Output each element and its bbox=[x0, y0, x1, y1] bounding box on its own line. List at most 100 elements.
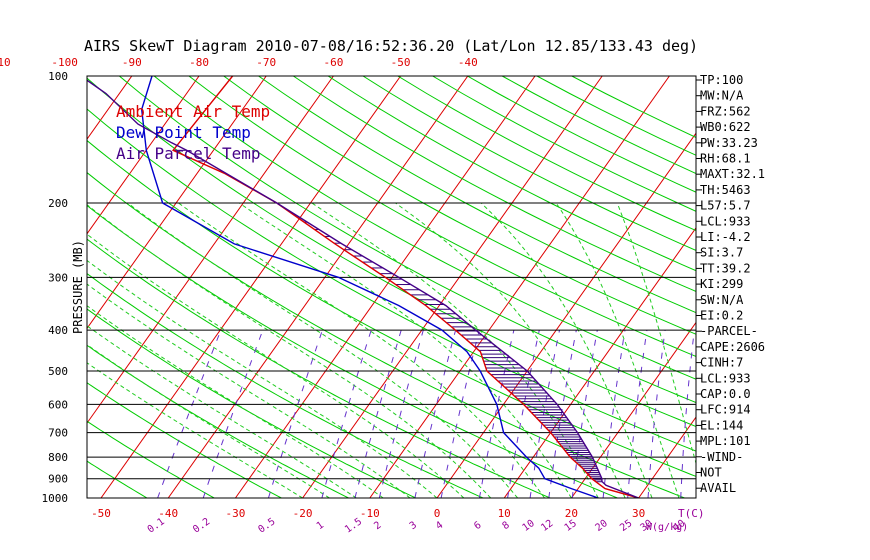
dry-adiabat-lines bbox=[0, 76, 696, 498]
mixing-ratio-lines bbox=[157, 329, 695, 498]
index-label: -PARCEL- bbox=[700, 324, 758, 338]
pressure-tick-label: 200 bbox=[48, 197, 68, 210]
plot-frame bbox=[86, 75, 697, 499]
mixing-ratio-tick-label: 25 bbox=[618, 518, 634, 534]
temp-axis-label: T(C) bbox=[678, 507, 705, 520]
mixing-ratio-tick-label: 4 bbox=[434, 520, 445, 532]
dry-adiabat-line bbox=[258, 76, 696, 314]
index-label: SI:3.7 bbox=[700, 246, 743, 260]
index-label: L57:5.7 bbox=[700, 199, 751, 213]
moist-adiabat-line bbox=[616, 202, 696, 466]
isotherm-line bbox=[773, 76, 870, 498]
top-tick-label: -50 bbox=[391, 56, 411, 69]
pressure-tick-label: 400 bbox=[48, 324, 68, 337]
mixing-ratio-axis-label: W(g/kg) bbox=[646, 522, 688, 533]
index-label: -WIND- bbox=[700, 450, 743, 464]
dry-adiabat-line bbox=[87, 204, 618, 498]
dry-adiabat-line bbox=[153, 76, 696, 380]
dry-adiabat-line bbox=[87, 77, 696, 428]
plot-border bbox=[86, 75, 697, 499]
mixing-ratio-tick-label: 12 bbox=[539, 518, 555, 534]
isotherm-line bbox=[302, 76, 603, 498]
dry-adiabat-line bbox=[223, 76, 696, 335]
index-label: NOT bbox=[700, 466, 722, 480]
legend-dew-point-temp: Dew Point Temp bbox=[116, 123, 251, 142]
mixing-ratio-tick-label: 0.2 bbox=[191, 516, 212, 535]
profile-series bbox=[87, 76, 639, 498]
legend-ambient-air-temp: Ambient Air Temp bbox=[116, 102, 270, 121]
dry-adiabat-line bbox=[467, 76, 696, 193]
index-label: WB0:622 bbox=[700, 120, 751, 134]
mixing-ratio-tick-label: 3 bbox=[408, 520, 419, 532]
dry-adiabat-line bbox=[87, 420, 215, 498]
isotherm-line bbox=[234, 76, 536, 498]
mixing-ratio-tick-label: 2 bbox=[372, 520, 383, 532]
moist-adiabat-lines bbox=[87, 202, 696, 498]
dry-adiabat-line bbox=[87, 139, 696, 477]
isotherm-line bbox=[436, 132, 696, 498]
index-label: MW:N/A bbox=[700, 89, 744, 103]
top-tick-label: -70 bbox=[256, 56, 276, 69]
cape-hatch-area bbox=[173, 149, 603, 483]
index-label: RH:68.1 bbox=[700, 152, 751, 166]
pressure-tick-label: 300 bbox=[48, 271, 68, 284]
bottom-tick-label: -40 bbox=[158, 507, 178, 520]
index-label: TT:39.2 bbox=[700, 261, 751, 275]
index-label: PW:33.23 bbox=[700, 136, 758, 150]
pressure-tick-label: 500 bbox=[48, 365, 68, 378]
top-tick-label: -90 bbox=[122, 56, 142, 69]
mixing-ratio-line bbox=[157, 329, 222, 498]
dry-adiabat-line bbox=[87, 460, 148, 498]
mixing-ratio-tick-label: 8 bbox=[501, 520, 512, 532]
top-axis-ticks: -120-110-100-90-80-70-60-50-40 bbox=[0, 56, 478, 69]
index-label: TP:100 bbox=[700, 73, 743, 87]
moist-adiabat-line bbox=[87, 362, 303, 498]
index-label: TH:5463 bbox=[700, 183, 751, 197]
mixing-ratio-tick-label: 0.5 bbox=[256, 516, 277, 535]
pressure-tick-label: 600 bbox=[48, 398, 68, 411]
dry-adiabat-line bbox=[87, 308, 417, 498]
moist-adiabat-line bbox=[87, 233, 465, 498]
index-label: SW:N/A bbox=[700, 293, 744, 307]
mixing-ratio-tick-label: 6 bbox=[472, 520, 483, 532]
pressure-tick-label: 700 bbox=[48, 427, 68, 440]
dry-adiabat-line bbox=[0, 76, 13, 498]
dry-adiabat-line bbox=[87, 108, 696, 452]
bottom-tick-label: 20 bbox=[565, 507, 578, 520]
pressure-tick-label: 800 bbox=[48, 451, 68, 464]
isotherm-line bbox=[369, 76, 670, 498]
index-label: LCL:933 bbox=[700, 214, 751, 228]
top-tick-label: -40 bbox=[458, 56, 478, 69]
index-label: LI:-4.2 bbox=[700, 230, 751, 244]
moist-adiabat-line bbox=[178, 202, 545, 498]
dew-point-temp-line bbox=[140, 76, 599, 498]
y-axis-label: PRESSURE (MB) bbox=[71, 240, 85, 334]
dry-adiabat-line bbox=[188, 76, 696, 357]
isotherm-line bbox=[638, 416, 696, 498]
top-tick-label: -60 bbox=[323, 56, 343, 69]
mixing-ratio-tick-label: 10 bbox=[521, 518, 537, 534]
bottom-tick-label: -10 bbox=[360, 507, 380, 520]
index-label: MPL:101 bbox=[700, 434, 751, 448]
isotherm-line bbox=[87, 76, 334, 424]
dry-adiabat-line bbox=[87, 344, 349, 498]
mixing-ratio-tick-label: 1 bbox=[315, 520, 326, 532]
bottom-tick-label: -30 bbox=[225, 507, 245, 520]
bottom-tick-label: 0 bbox=[434, 507, 441, 520]
bottom-tick-label: 30 bbox=[632, 507, 645, 520]
bottom-tick-label: 10 bbox=[498, 507, 511, 520]
pressure-tick-label: 1000 bbox=[42, 492, 69, 505]
mixing-ratio-line bbox=[548, 330, 577, 498]
mixing-ratio-tick-label: 20 bbox=[594, 518, 610, 534]
chart-title: AIRS SkewT Diagram 2010-07-08/16:52:36.2… bbox=[84, 37, 698, 55]
isotherm-line bbox=[570, 321, 696, 498]
pressure-tick-label: 100 bbox=[48, 70, 68, 83]
legend-air-parcel-temp: Air Parcel Temp bbox=[116, 144, 261, 163]
moist-adiabat-line bbox=[87, 204, 492, 498]
isotherm-line bbox=[503, 226, 696, 498]
isotherm-line bbox=[87, 76, 267, 330]
index-label: CAP:0.0 bbox=[700, 387, 751, 401]
index-label: MAXT:32.1 bbox=[700, 167, 765, 181]
